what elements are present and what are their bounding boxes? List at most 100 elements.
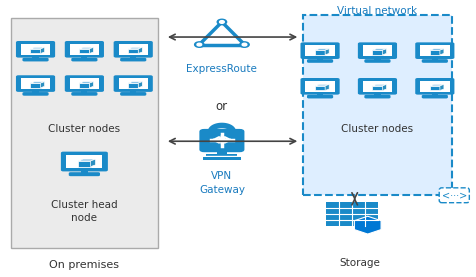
Polygon shape xyxy=(314,49,328,50)
FancyBboxPatch shape xyxy=(32,91,39,93)
Polygon shape xyxy=(429,50,439,55)
Circle shape xyxy=(197,43,201,46)
Polygon shape xyxy=(128,47,142,49)
FancyBboxPatch shape xyxy=(69,78,99,89)
Polygon shape xyxy=(78,159,95,161)
FancyBboxPatch shape xyxy=(16,75,55,92)
FancyBboxPatch shape xyxy=(421,95,447,98)
FancyBboxPatch shape xyxy=(61,152,108,171)
FancyBboxPatch shape xyxy=(307,95,332,98)
FancyBboxPatch shape xyxy=(374,93,380,96)
FancyBboxPatch shape xyxy=(364,59,390,63)
FancyBboxPatch shape xyxy=(113,75,152,92)
FancyBboxPatch shape xyxy=(357,78,396,95)
Polygon shape xyxy=(138,47,142,53)
Polygon shape xyxy=(128,49,138,53)
Circle shape xyxy=(217,19,226,25)
FancyBboxPatch shape xyxy=(302,15,451,195)
Polygon shape xyxy=(382,49,386,55)
FancyBboxPatch shape xyxy=(431,93,437,96)
FancyBboxPatch shape xyxy=(22,92,49,96)
Polygon shape xyxy=(372,50,382,55)
FancyBboxPatch shape xyxy=(71,58,97,61)
Text: Virtual network: Virtual network xyxy=(337,6,416,16)
FancyBboxPatch shape xyxy=(300,42,339,59)
FancyBboxPatch shape xyxy=(307,59,332,63)
Polygon shape xyxy=(79,47,93,49)
Text: <···>: <···> xyxy=(441,190,466,200)
FancyBboxPatch shape xyxy=(431,58,437,60)
FancyBboxPatch shape xyxy=(305,45,334,56)
FancyBboxPatch shape xyxy=(415,42,454,59)
Polygon shape xyxy=(314,50,325,55)
FancyBboxPatch shape xyxy=(113,41,152,58)
Polygon shape xyxy=(439,84,443,91)
Circle shape xyxy=(239,42,248,47)
Polygon shape xyxy=(372,86,382,91)
Polygon shape xyxy=(30,83,40,88)
Polygon shape xyxy=(429,86,439,91)
Text: VPN
Gateway: VPN Gateway xyxy=(198,171,244,195)
Text: On premises: On premises xyxy=(50,260,119,270)
Circle shape xyxy=(242,43,246,46)
Polygon shape xyxy=(78,161,90,167)
FancyBboxPatch shape xyxy=(32,56,39,59)
FancyBboxPatch shape xyxy=(419,81,448,92)
FancyBboxPatch shape xyxy=(199,129,244,152)
FancyBboxPatch shape xyxy=(357,42,396,59)
Polygon shape xyxy=(40,82,45,88)
FancyBboxPatch shape xyxy=(317,58,322,60)
FancyBboxPatch shape xyxy=(118,44,148,55)
Polygon shape xyxy=(79,49,89,53)
FancyBboxPatch shape xyxy=(21,44,50,55)
FancyBboxPatch shape xyxy=(65,41,104,58)
FancyBboxPatch shape xyxy=(66,155,102,168)
Text: or: or xyxy=(215,101,228,114)
FancyBboxPatch shape xyxy=(11,18,158,248)
Polygon shape xyxy=(429,49,443,50)
Polygon shape xyxy=(30,49,40,53)
Polygon shape xyxy=(90,159,95,167)
Polygon shape xyxy=(40,47,45,53)
FancyBboxPatch shape xyxy=(364,95,390,98)
Polygon shape xyxy=(439,49,443,55)
FancyBboxPatch shape xyxy=(305,81,334,92)
Polygon shape xyxy=(89,82,93,88)
Polygon shape xyxy=(89,47,93,53)
FancyBboxPatch shape xyxy=(362,45,391,56)
FancyBboxPatch shape xyxy=(69,44,99,55)
Polygon shape xyxy=(128,82,142,83)
Polygon shape xyxy=(79,82,93,83)
FancyBboxPatch shape xyxy=(217,150,226,153)
FancyBboxPatch shape xyxy=(325,202,377,226)
FancyBboxPatch shape xyxy=(81,91,87,93)
Polygon shape xyxy=(138,82,142,88)
Polygon shape xyxy=(79,83,89,88)
Text: Cluster nodes: Cluster nodes xyxy=(341,124,413,134)
FancyBboxPatch shape xyxy=(81,56,87,59)
Polygon shape xyxy=(372,84,386,86)
Text: Cluster nodes: Cluster nodes xyxy=(48,124,120,134)
FancyBboxPatch shape xyxy=(362,81,391,92)
FancyBboxPatch shape xyxy=(130,56,136,59)
FancyBboxPatch shape xyxy=(71,92,97,96)
FancyBboxPatch shape xyxy=(421,59,447,63)
FancyBboxPatch shape xyxy=(22,58,49,61)
FancyBboxPatch shape xyxy=(80,170,88,173)
Text: Cluster head
node: Cluster head node xyxy=(51,199,118,223)
Circle shape xyxy=(194,42,204,47)
Polygon shape xyxy=(30,82,45,83)
Polygon shape xyxy=(314,86,325,91)
Text: ExpressRoute: ExpressRoute xyxy=(186,65,257,75)
FancyBboxPatch shape xyxy=(300,78,339,95)
Text: Storage: Storage xyxy=(338,258,379,268)
Polygon shape xyxy=(314,84,328,86)
FancyBboxPatch shape xyxy=(21,78,50,89)
FancyBboxPatch shape xyxy=(374,58,380,60)
FancyBboxPatch shape xyxy=(120,58,146,61)
Polygon shape xyxy=(372,49,386,50)
Polygon shape xyxy=(429,84,443,86)
Polygon shape xyxy=(325,49,328,55)
FancyBboxPatch shape xyxy=(415,78,454,95)
FancyBboxPatch shape xyxy=(69,172,100,176)
